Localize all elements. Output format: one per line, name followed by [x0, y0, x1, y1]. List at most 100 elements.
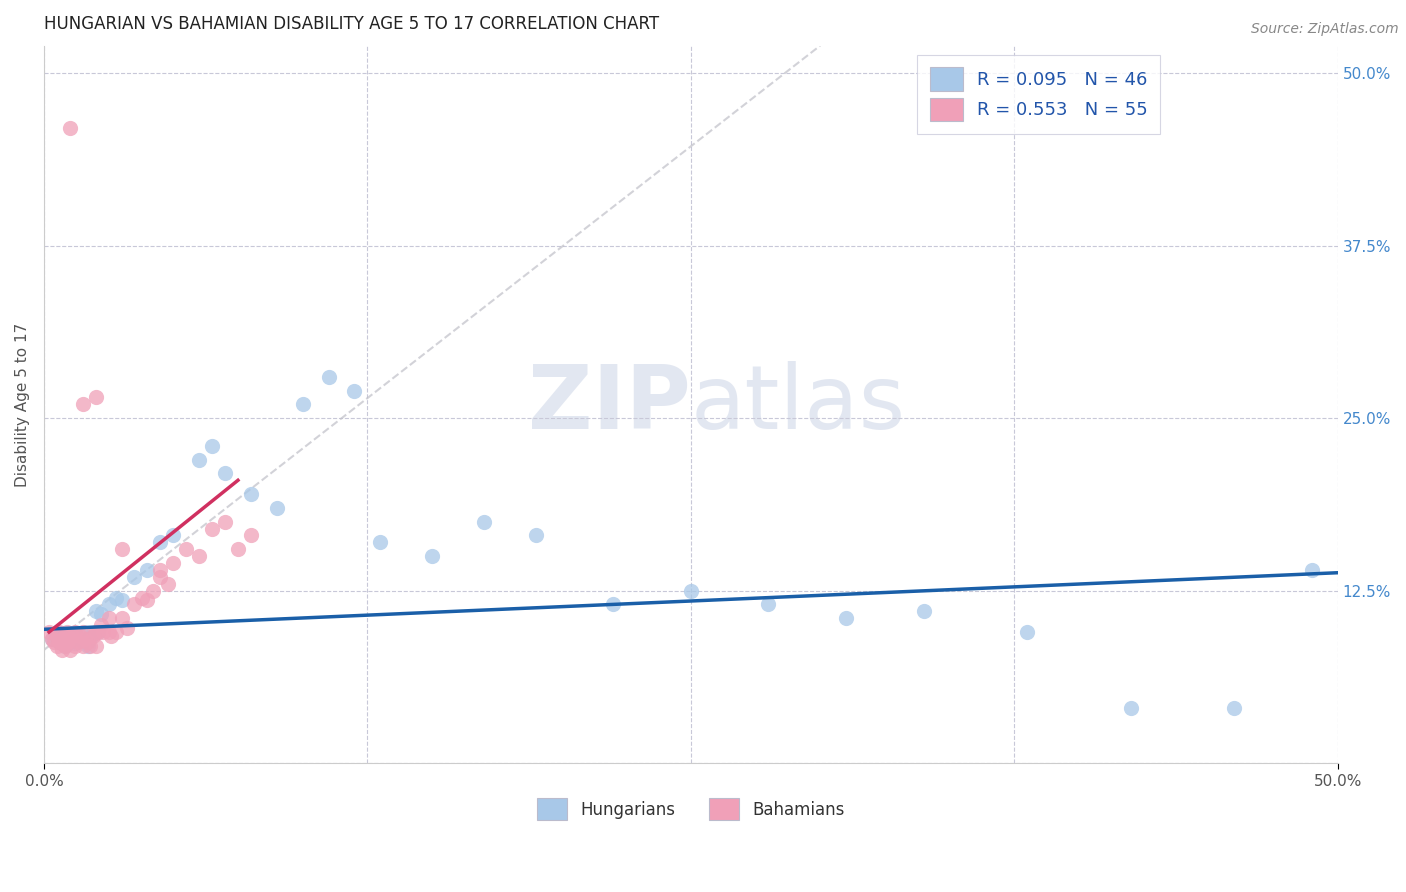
Point [44, 634, 66, 648]
Point [48, 634, 70, 648]
Point [602, 598, 624, 612]
Point [41, 632, 63, 646]
Point [63, 625, 86, 640]
Point [1223, 701, 1246, 715]
Point [90, 607, 112, 621]
Point [100, 629, 122, 643]
Point [214, 515, 236, 529]
Point [84, 639, 107, 653]
Point [110, 593, 132, 607]
Point [124, 598, 146, 612]
Point [87, 625, 110, 640]
Point [75, 634, 97, 648]
Point [48, 625, 70, 640]
Point [53, 639, 76, 653]
Point [51, 629, 73, 643]
Point [90, 618, 112, 632]
Point [59, 121, 82, 136]
Text: Source: ZipAtlas.com: Source: ZipAtlas.com [1251, 22, 1399, 37]
Point [53, 639, 76, 653]
Point [343, 384, 366, 398]
Point [45, 625, 67, 640]
Point [149, 570, 172, 584]
Point [201, 439, 224, 453]
Point [51, 643, 73, 657]
Point [1301, 563, 1323, 577]
Point [239, 528, 262, 542]
Point [59, 634, 82, 648]
Point [188, 549, 211, 564]
Point [82, 629, 104, 643]
Point [48, 634, 70, 648]
Point [77, 634, 100, 648]
Point [59, 632, 82, 646]
Point [524, 528, 547, 542]
Point [66, 634, 89, 648]
Point [162, 556, 184, 570]
Point [110, 542, 132, 557]
Point [174, 542, 197, 557]
Text: atlas: atlas [690, 361, 905, 448]
Point [201, 522, 224, 536]
Point [53, 629, 76, 643]
Point [472, 515, 495, 529]
Point [162, 528, 184, 542]
Point [131, 591, 153, 605]
Point [59, 643, 82, 657]
Point [56, 634, 79, 648]
Point [105, 625, 128, 640]
Legend: Hungarians, Bahamians: Hungarians, Bahamians [530, 792, 851, 827]
Point [93, 625, 115, 640]
Point [1017, 625, 1039, 640]
Point [82, 626, 104, 640]
Point [912, 604, 935, 618]
Point [72, 629, 94, 643]
Y-axis label: Disability Age 5 to 17: Disability Age 5 to 17 [15, 322, 30, 486]
Point [41, 632, 63, 646]
Point [56, 631, 79, 645]
Point [45, 639, 67, 653]
Point [63, 636, 86, 650]
Point [84, 625, 107, 640]
Point [84, 391, 107, 405]
Point [72, 625, 94, 640]
Point [266, 500, 288, 515]
Point [66, 632, 89, 646]
Point [758, 598, 780, 612]
Point [38, 625, 60, 640]
Point [56, 625, 79, 640]
Point [188, 452, 211, 467]
Point [239, 487, 262, 501]
Point [79, 631, 101, 645]
Point [110, 611, 132, 625]
Point [679, 583, 702, 598]
Point [51, 632, 73, 646]
Point [420, 549, 443, 564]
Point [60, 628, 83, 642]
Point [226, 542, 249, 557]
Point [149, 563, 172, 577]
Point [157, 576, 180, 591]
Point [84, 604, 107, 618]
Point [97, 625, 120, 640]
Point [142, 583, 165, 598]
Point [835, 611, 858, 625]
Point [214, 467, 236, 481]
Point [45, 629, 67, 643]
Point [97, 598, 120, 612]
Point [75, 632, 97, 646]
Point [115, 621, 138, 635]
Text: HUNGARIAN VS BAHAMIAN DISABILITY AGE 5 TO 17 CORRELATION CHART: HUNGARIAN VS BAHAMIAN DISABILITY AGE 5 T… [44, 15, 659, 33]
Point [60, 629, 83, 643]
Point [63, 639, 86, 653]
Point [124, 570, 146, 584]
Point [136, 563, 159, 577]
Point [87, 625, 110, 640]
Point [105, 591, 128, 605]
Point [77, 639, 100, 653]
Point [136, 593, 159, 607]
Point [1119, 701, 1142, 715]
Point [368, 535, 391, 549]
Text: ZIP: ZIP [529, 361, 690, 448]
Point [318, 369, 340, 384]
